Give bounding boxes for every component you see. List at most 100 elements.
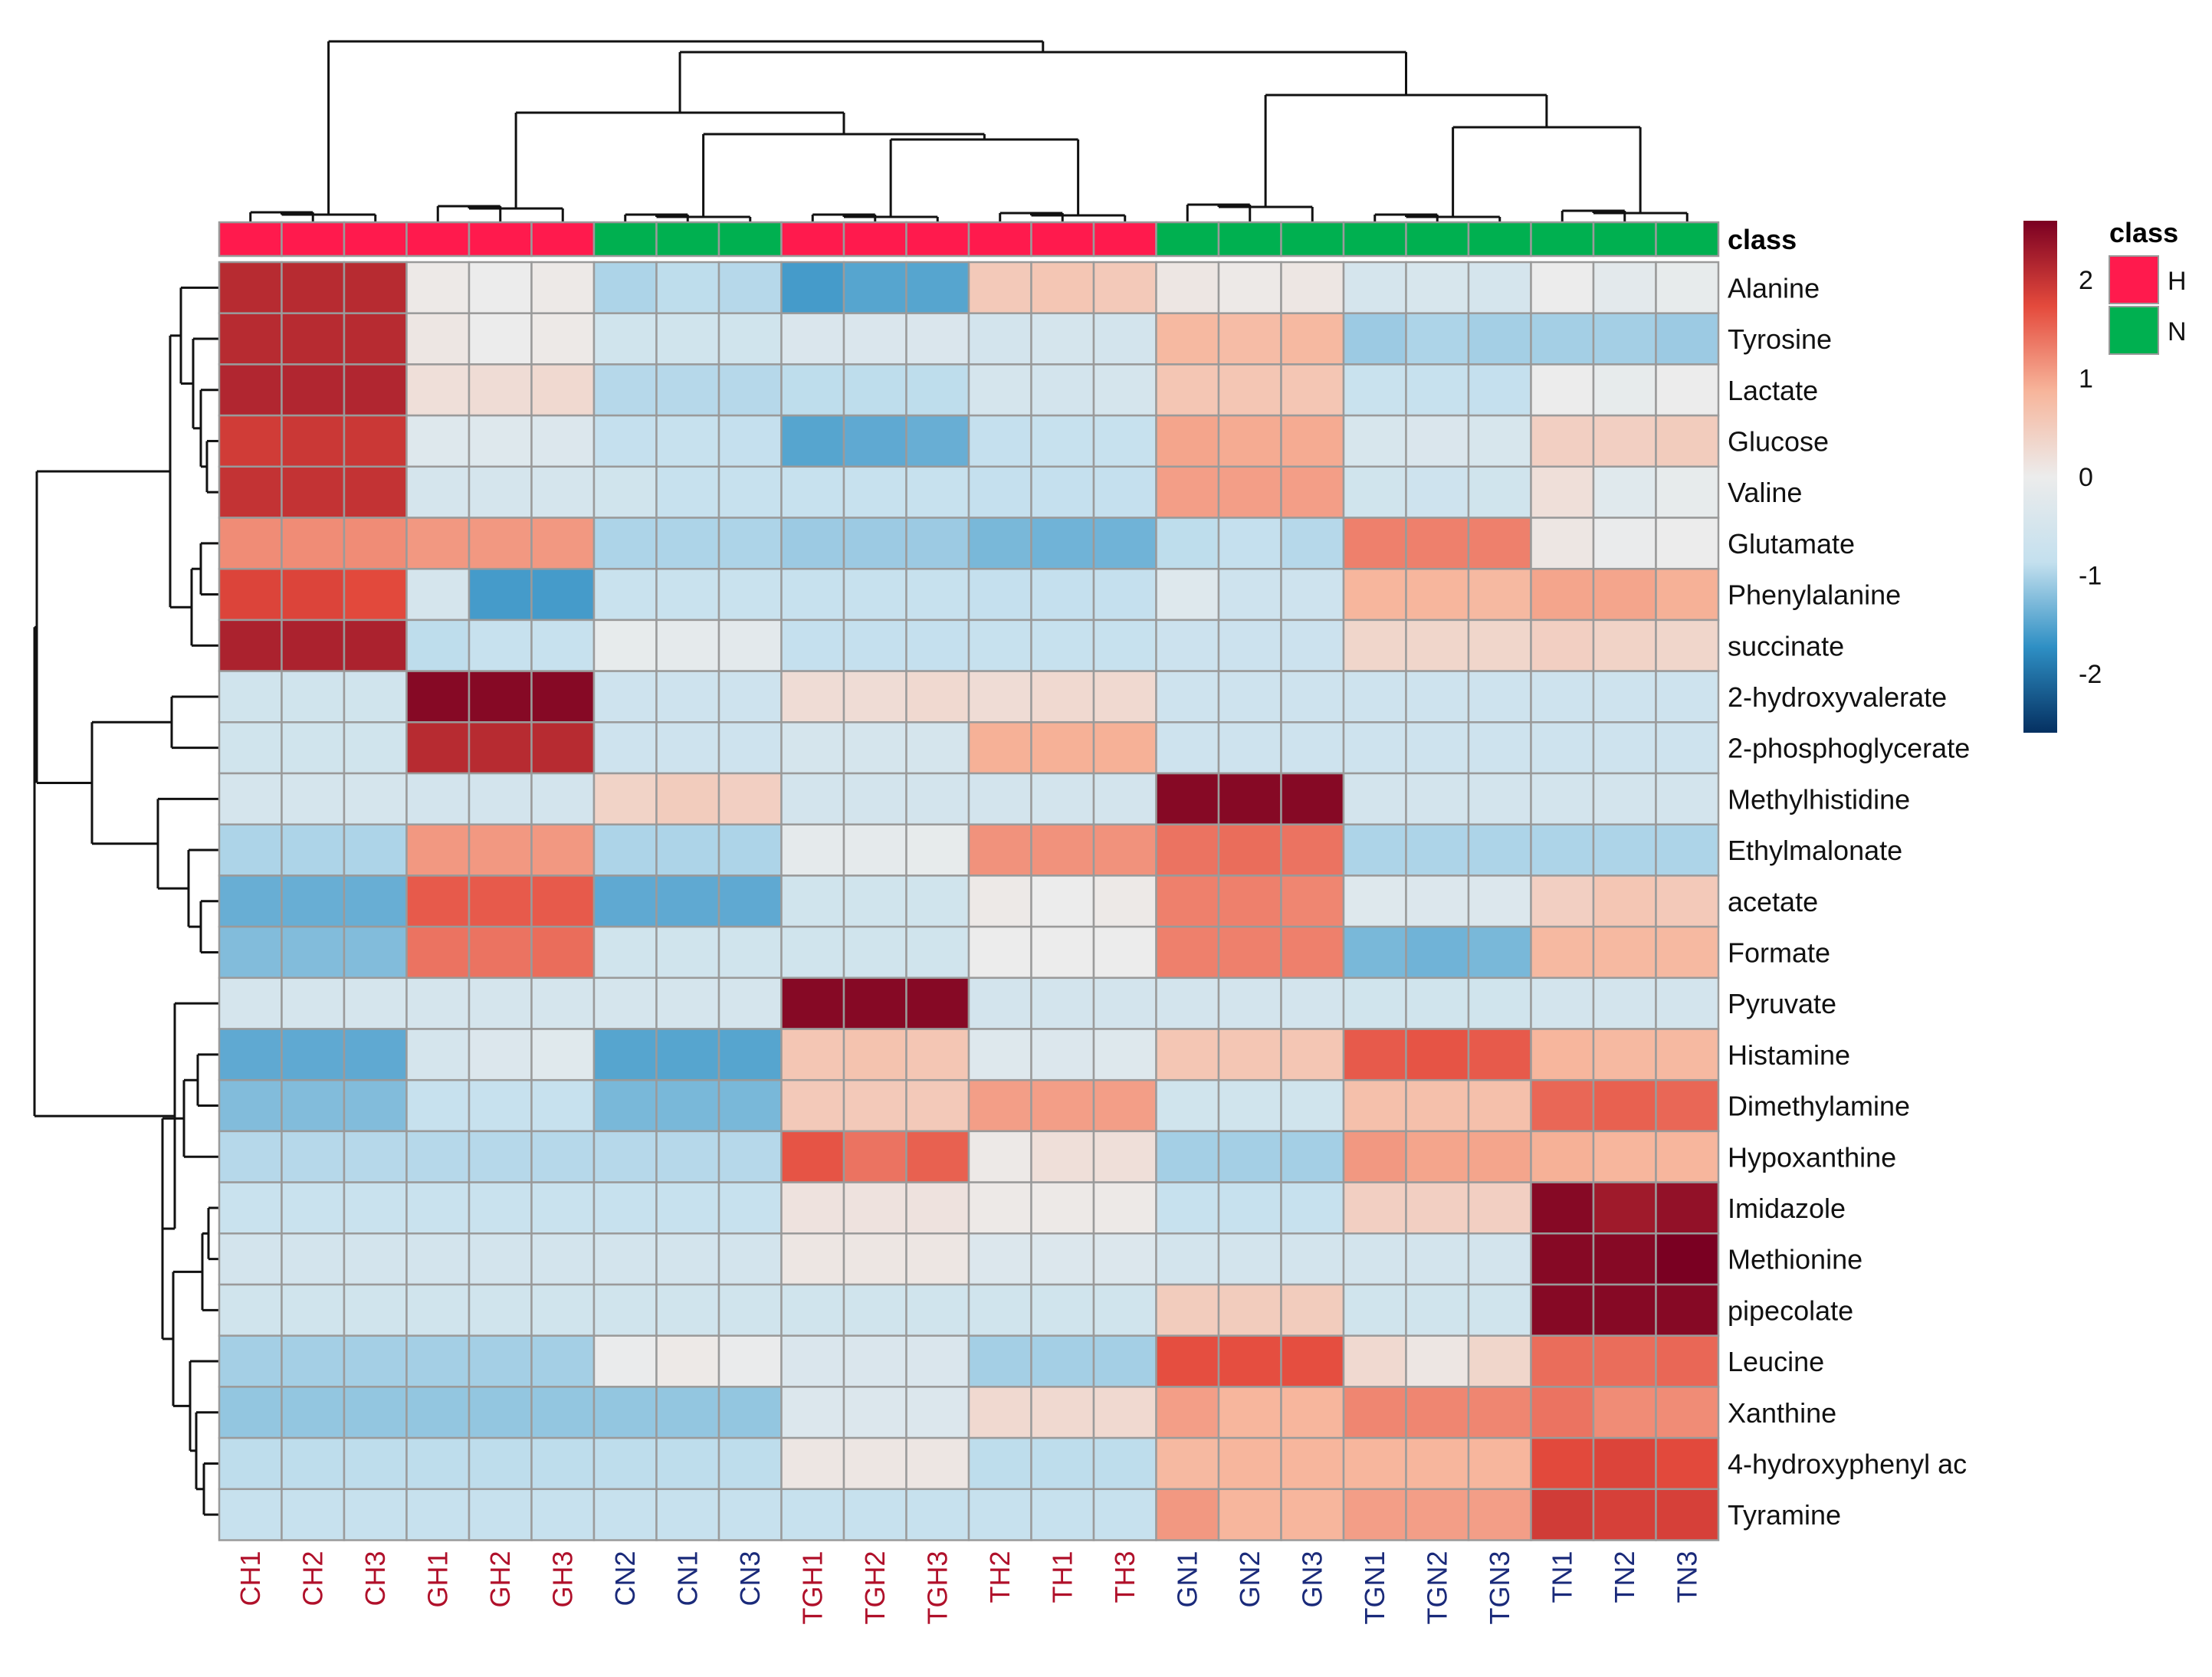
heatmap-cell: [1467, 823, 1532, 877]
heatmap-cell: [1030, 465, 1095, 519]
color-scale-bar: [2023, 221, 2057, 733]
heatmap-cell: [1342, 976, 1407, 1030]
heatmap-cell: [1092, 517, 1157, 570]
heatmap-cell: [1655, 567, 1720, 622]
heatmap-cell: [780, 1028, 845, 1081]
heatmap-cell: [1280, 670, 1345, 724]
heatmap-cell: [1030, 1181, 1095, 1235]
heatmap-cell: [655, 1078, 720, 1133]
heatmap-cell: [717, 619, 783, 672]
heatmap-cell: [967, 1436, 1032, 1491]
heatmap-cell: [1655, 1334, 1720, 1388]
heatmap-cell: [405, 772, 471, 825]
heatmap-cell: [1155, 1232, 1220, 1286]
heatmap-cell: [218, 1130, 283, 1183]
heatmap-cell: [967, 925, 1032, 980]
heatmap-cell: [1592, 1334, 1657, 1388]
heatmap-cell: [1592, 1130, 1657, 1183]
class-cell: [468, 221, 533, 258]
class-cell: [281, 221, 346, 258]
heatmap-cell: [1280, 1283, 1345, 1337]
heatmap-cell: [218, 312, 283, 366]
heatmap-cell: [1655, 721, 1720, 775]
heatmap-cell: [1405, 1334, 1470, 1388]
color-scale-legend: 2 1 0 -1 -2: [2023, 221, 2102, 733]
heatmap-cell: [592, 670, 658, 724]
heatmap-cell: [1217, 823, 1282, 877]
heatmap-cell: [218, 1436, 283, 1491]
heatmap-cell: [1280, 414, 1345, 468]
heatmap-cell: [468, 517, 533, 570]
heatmap-cell: [1530, 465, 1595, 519]
heatmap-cell: [281, 1386, 346, 1439]
column-label: CH1: [235, 1551, 266, 1606]
heatmap-cell: [1530, 414, 1595, 468]
heatmap-cell: [343, 1488, 408, 1541]
heatmap-cell: [780, 823, 845, 877]
heatmap-cell: [468, 823, 533, 877]
heatmap-cell: [530, 517, 596, 570]
heatmap-cell: [780, 976, 845, 1030]
class-cell: [780, 221, 845, 258]
heatmap-cell: [717, 363, 783, 417]
heatmap-cell: [842, 1488, 907, 1541]
column-label: GN2: [1234, 1551, 1265, 1608]
heatmap-cell: [592, 465, 658, 519]
heatmap-cell: [468, 619, 533, 672]
heatmap-cell: [1092, 1078, 1157, 1133]
heatmap-cell: [1155, 517, 1220, 570]
heatmap-cell: [281, 1181, 346, 1235]
heatmap-cell: [842, 312, 907, 366]
row-label: Valine: [1728, 477, 1802, 508]
heatmap-cell: [1030, 517, 1095, 570]
heatmap-cell: [780, 875, 845, 928]
heatmap-cell: [1592, 1028, 1657, 1081]
heatmap-cell: [717, 465, 783, 519]
heatmap-cell: [1342, 1232, 1407, 1286]
heatmap-cell: [1405, 721, 1470, 775]
heatmap-cell: [592, 1436, 658, 1491]
heatmap-cell: [468, 363, 533, 417]
heatmap-cell: [717, 721, 783, 775]
heatmap-cell: [967, 670, 1032, 724]
heatmap-cell: [1217, 670, 1282, 724]
heatmap-cell: [655, 619, 720, 672]
heatmap-cell: [1217, 772, 1282, 825]
heatmap-cell: [1217, 414, 1282, 468]
heatmap-cell: [405, 465, 471, 519]
heatmap-cell: [1280, 517, 1345, 570]
heatmap-cell: [281, 721, 346, 775]
heatmap-cell: [905, 1028, 970, 1081]
heatmap-cell: [1280, 721, 1345, 775]
heatmap-cell: [967, 414, 1032, 468]
heatmap-cell: [780, 261, 845, 314]
heatmap-cell: [1092, 1283, 1157, 1337]
heatmap-cell: [1467, 312, 1532, 366]
heatmap-cell: [1342, 875, 1407, 928]
heatmap-cell: [1405, 1130, 1470, 1183]
heatmap-cell: [1405, 1283, 1470, 1337]
heatmap-cell: [343, 517, 408, 570]
heatmap-cell: [1280, 619, 1345, 672]
heatmap-cell: [905, 925, 970, 980]
row-label: Histamine: [1728, 1039, 1850, 1071]
heatmap-cell: [655, 1130, 720, 1183]
heatmap-cell: [1342, 1028, 1407, 1081]
heatmap-cell: [1280, 567, 1345, 622]
heatmap-cell: [530, 1436, 596, 1491]
heatmap-cell: [655, 414, 720, 468]
heatmap-cell: [530, 1283, 596, 1337]
heatmap-cell: [1342, 1283, 1407, 1337]
heatmap-cell: [1030, 875, 1095, 928]
heatmap-cell: [655, 1436, 720, 1491]
heatmap-cell: [468, 1334, 533, 1388]
heatmap-cell: [468, 875, 533, 928]
heatmap-cell: [1217, 1232, 1282, 1286]
heatmap-cell: [905, 567, 970, 622]
heatmap-cell: [717, 772, 783, 825]
heatmap-cell: [1280, 823, 1345, 877]
row-label: Pyruvate: [1728, 988, 1836, 1019]
heatmap-cell: [468, 1028, 533, 1081]
heatmap-cell: [1155, 1436, 1220, 1491]
